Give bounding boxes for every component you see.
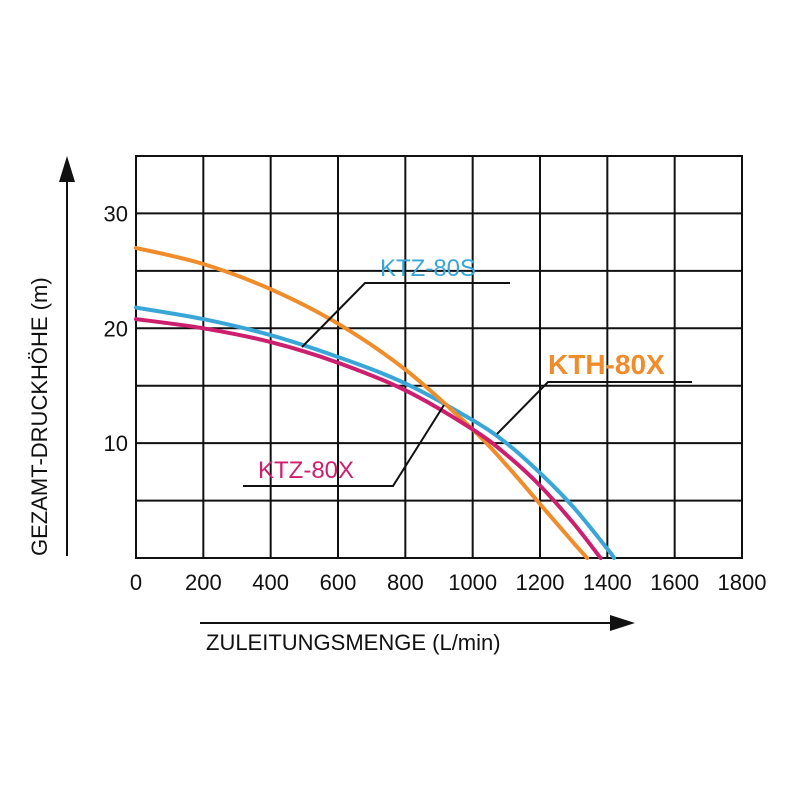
- y-tick-label: 20: [104, 316, 128, 341]
- x-tick-label: 1600: [650, 570, 699, 595]
- tick-labels: 0 200 400 600 800 1000 1200 1400 1600 1800 10 20 30: [104, 201, 767, 595]
- series-label-kth-80x: KTH-80X: [548, 349, 665, 380]
- series-line-ktz-80s: [134, 305, 617, 560]
- series-labels: KTZ-80S KTH-80X KTZ-80X: [258, 255, 665, 484]
- y-tick-label: 10: [104, 431, 128, 456]
- plot-frame: [135, 155, 743, 559]
- x-tick-label: 0: [130, 570, 142, 595]
- leader-line-kth-80x: [496, 381, 692, 435]
- x-tick-label: 400: [252, 570, 289, 595]
- x-tick-label: 200: [185, 570, 222, 595]
- x-axis-arrow-head: [610, 615, 635, 631]
- series-label-ktz-80s: KTZ-80S: [380, 255, 476, 282]
- leader-line-ktz-80s: [301, 282, 510, 348]
- x-tick-label: 800: [387, 570, 424, 595]
- leader-line-ktz-80x: [243, 404, 445, 487]
- x-tick-label: 1200: [516, 570, 565, 595]
- series-label-ktz-80x: KTZ-80X: [258, 457, 354, 484]
- x-tick-label: 1000: [448, 570, 497, 595]
- label-leader-lines: [243, 282, 692, 487]
- curves: [134, 245, 617, 560]
- x-tick-label: 1800: [718, 570, 767, 595]
- x-tick-label: 600: [320, 570, 357, 595]
- y-tick-label: 30: [104, 201, 128, 226]
- series-line-kth-80x: [134, 245, 590, 560]
- x-tick-label: 1400: [583, 570, 632, 595]
- y-axis-arrow-head: [59, 156, 75, 182]
- x-axis-title: ZULEITUNGSMENGE (L/min): [206, 630, 501, 655]
- y-axis-title: GEZAMT-DRUCKHÖHE (m): [27, 277, 52, 556]
- series-line-ktz-80x: [134, 317, 603, 560]
